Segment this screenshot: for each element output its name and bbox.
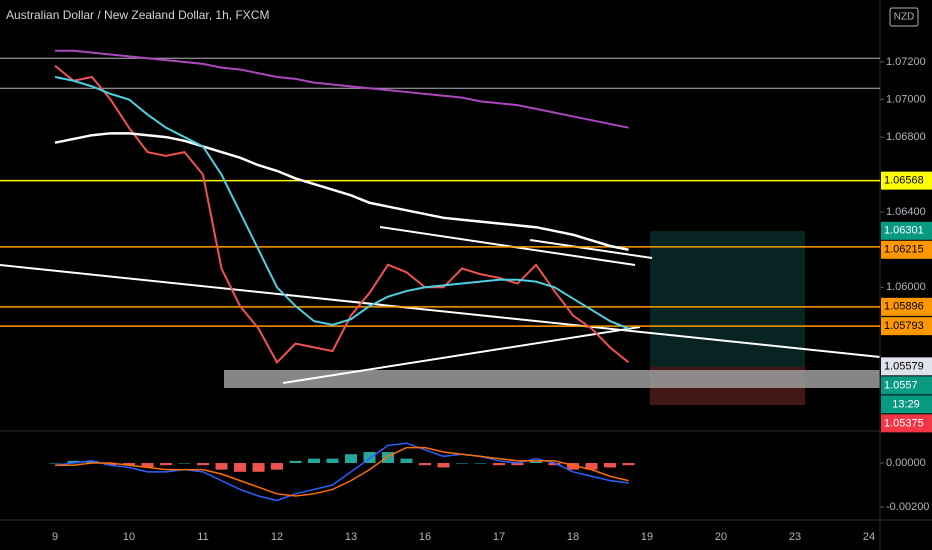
histogram-bar (400, 458, 413, 464)
price-badge-label: 1.05579 (884, 360, 924, 372)
price-badge-label: 1.06568 (884, 175, 924, 187)
countdown: 13:29 (892, 398, 920, 410)
histogram-bar (234, 463, 246, 472)
histogram-bar (104, 463, 117, 466)
trendline (529, 239, 653, 259)
histogram-bar (548, 463, 561, 466)
histogram-bar (252, 463, 265, 472)
histogram-bar (363, 452, 376, 464)
histogram-bar (456, 463, 468, 464)
series-line (54, 442, 629, 502)
x-tick-label: 10 (123, 531, 135, 543)
histogram-bar (511, 463, 524, 466)
histogram-bar (326, 458, 339, 464)
price-badge-label: 1.05793 (884, 320, 924, 332)
series-line (54, 64, 630, 365)
trendline (379, 226, 636, 266)
countdown-badge (881, 395, 932, 414)
x-tick-label: 17 (493, 531, 505, 543)
price-badge-label: 1.06301 (884, 225, 924, 237)
histogram-bar (289, 460, 302, 464)
y-tick-label: 1.06800 (886, 131, 926, 143)
price-badge (881, 221, 932, 240)
x-tick-label: 12 (271, 531, 283, 543)
price-badge-label: 1.05896 (884, 301, 924, 313)
support-zone (224, 370, 880, 388)
histogram-bar (622, 463, 635, 466)
histogram-bar (160, 463, 172, 466)
x-tick-label: 19 (641, 531, 653, 543)
x-tick-label: 9 (52, 531, 58, 543)
y-tick-label: -0.00200 (886, 501, 929, 513)
price-badge (881, 376, 932, 395)
series-line (55, 446, 629, 497)
histogram-bar (178, 463, 191, 464)
price-badge (881, 171, 932, 190)
y-tick-label: 0.00000 (886, 457, 926, 469)
histogram-bar (437, 463, 450, 468)
price-badge-label: 1.06215 (884, 244, 924, 256)
x-tick-label: 16 (419, 531, 431, 543)
histogram-bar (49, 463, 61, 464)
histogram-bar (474, 463, 487, 464)
histogram-bar (197, 463, 209, 466)
price-badge (881, 297, 932, 316)
histogram-bar (567, 463, 579, 470)
chart-title: Australian Dollar / New Zealand Dollar, … (6, 8, 269, 22)
histogram-bar (67, 460, 80, 464)
y-tick-label: 1.06400 (886, 206, 926, 218)
histogram-bar (585, 463, 598, 470)
histogram-bar (141, 463, 154, 468)
y-tick-label: 1.07200 (886, 56, 926, 68)
price-badge-label: 1.0557 (884, 379, 918, 391)
x-tick-label: 11 (197, 531, 208, 543)
histogram-bar (123, 463, 135, 466)
series-line (54, 132, 629, 251)
histogram-bar (382, 452, 394, 464)
histogram-bar (419, 463, 431, 466)
histogram-bar (308, 458, 320, 464)
trendline (0, 264, 881, 358)
profit-zone (650, 231, 805, 367)
x-tick-label: 18 (567, 531, 579, 543)
currency-box (889, 7, 919, 27)
x-tick-label: 13 (345, 531, 357, 543)
price-badge (881, 414, 932, 433)
histogram-bar (493, 463, 505, 466)
x-tick-label: 23 (789, 531, 801, 543)
histogram-bar (345, 454, 357, 464)
series-line (54, 76, 629, 330)
price-badge-label: 1.05375 (884, 417, 924, 429)
price-badge (881, 317, 932, 336)
trendlines (0, 226, 881, 384)
series-line (55, 49, 629, 129)
currency: NZD (894, 12, 915, 23)
histogram-bar (86, 460, 98, 464)
price-badge (881, 240, 932, 259)
price-badge (881, 357, 932, 376)
x-tick-label: 20 (715, 531, 727, 543)
histogram-bar (530, 460, 542, 464)
y-tick-label: 1.06000 (886, 281, 926, 293)
histogram-bar (271, 463, 283, 470)
trendline (282, 326, 641, 384)
y-tick-label: 1.07000 (886, 93, 926, 105)
histogram-bar (215, 463, 228, 470)
histogram-bar (604, 463, 616, 468)
x-tick-label: 24 (863, 531, 875, 543)
